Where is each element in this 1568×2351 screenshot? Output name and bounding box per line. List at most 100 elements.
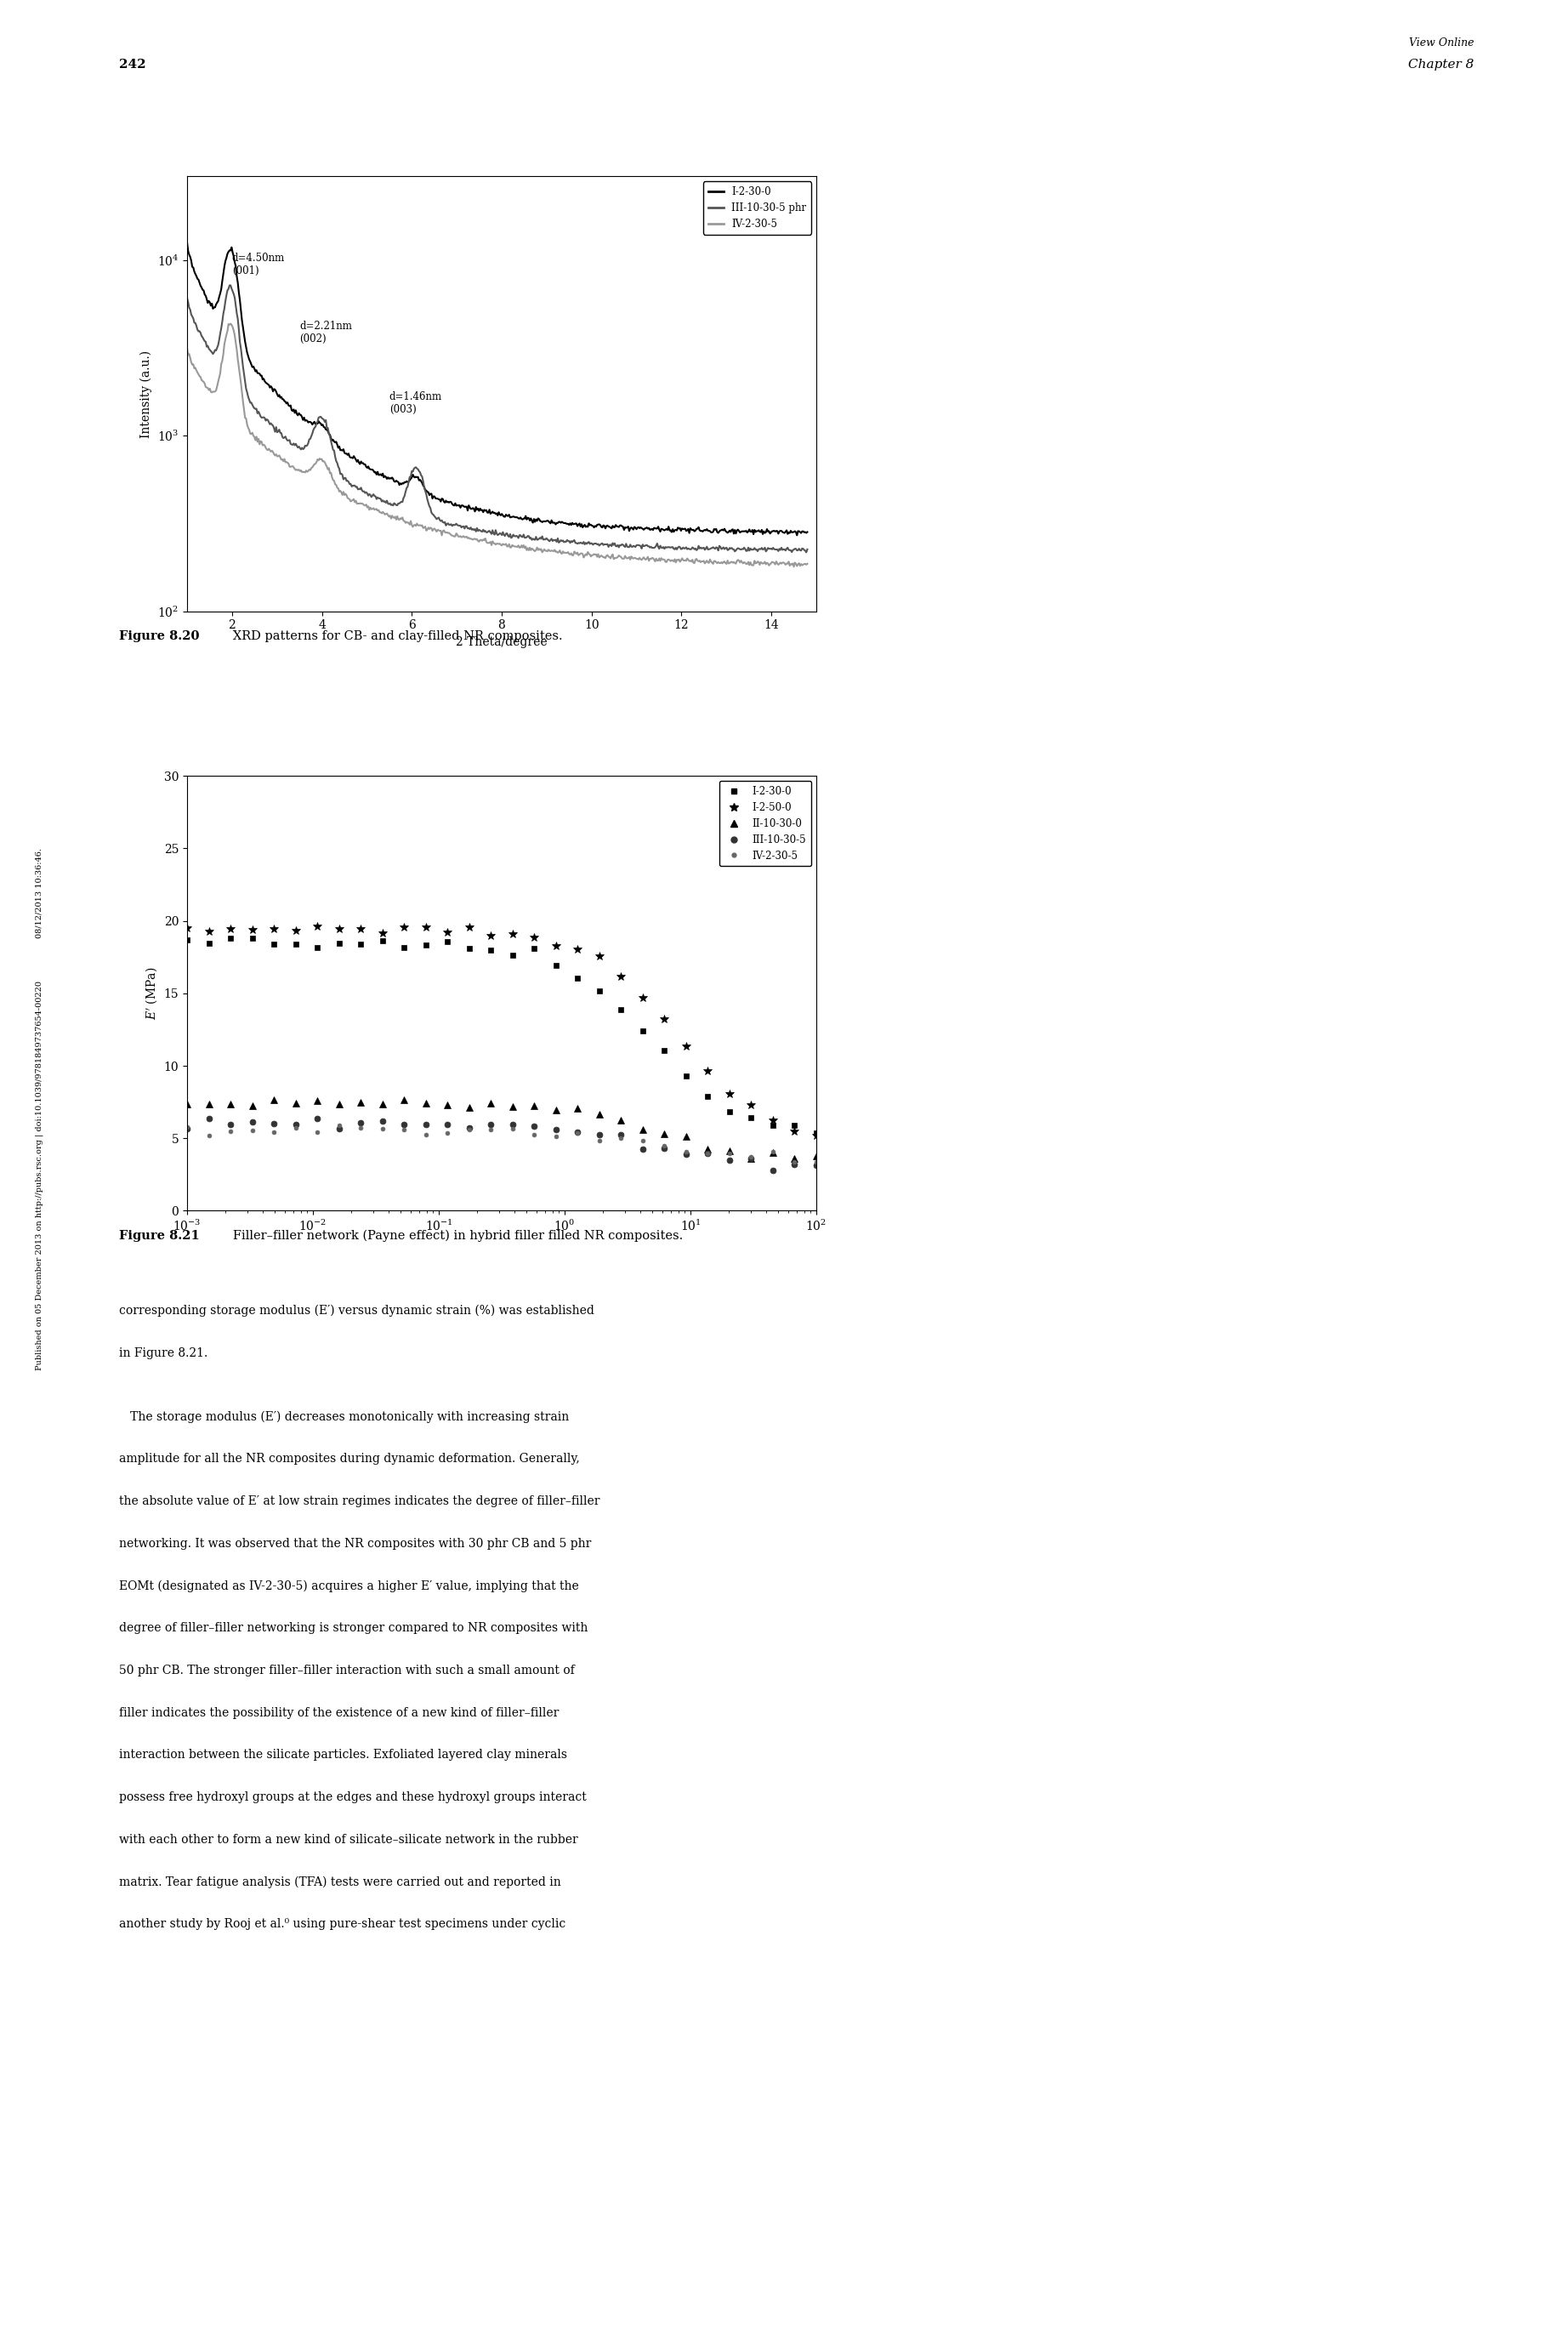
Line: III-10-30-5 phr: III-10-30-5 phr [187, 284, 808, 552]
III-10-30-5 [329, 1114, 348, 1143]
I-2-30-0 [199, 929, 218, 957]
II-10-30-0 [481, 1089, 500, 1117]
III-10-30-5 [437, 1110, 456, 1138]
IV-2-30-5 [655, 1131, 674, 1159]
III-10-30-5 [373, 1107, 392, 1136]
IV-2-30-5 [417, 1119, 436, 1147]
I-2-50-0 [265, 915, 284, 943]
II-10-30-0 [786, 1145, 804, 1173]
I-2-50-0 [764, 1105, 782, 1133]
III-10-30-5 [764, 1157, 782, 1185]
III-10-30-5 [243, 1107, 262, 1136]
II-10-30-0 [547, 1096, 566, 1124]
II-10-30-0 [590, 1100, 608, 1128]
IV-2-30-5 [544, 536, 563, 564]
II-10-30-0 [720, 1136, 739, 1164]
I-2-50-0 [503, 919, 522, 947]
I-2-30-0 [525, 933, 544, 962]
IV-2-30-5 [798, 550, 817, 578]
Text: Chapter 8: Chapter 8 [1408, 59, 1474, 71]
IV-2-30-5 [285, 1114, 304, 1143]
I-2-50-0 [373, 919, 392, 947]
Text: The storage modulus (E′) decreases monotonically with increasing strain: The storage modulus (E′) decreases monot… [119, 1411, 569, 1422]
Line: I-2-50-0: I-2-50-0 [183, 922, 820, 1140]
I-2-30-0 [787, 522, 806, 550]
II-10-30-0 [437, 1091, 456, 1119]
III-10-30-5 [459, 1114, 478, 1143]
IV-2-30-5 [808, 1147, 826, 1176]
III-10-30-5 phr [593, 529, 612, 557]
I-2-30-0 [698, 1081, 717, 1110]
Text: with each other to form a new kind of silicate–silicate network in the rubber: with each other to form a new kind of si… [119, 1834, 579, 1846]
II-10-30-0 [395, 1086, 414, 1114]
II-10-30-0 [265, 1086, 284, 1114]
III-10-30-5 phr [797, 538, 815, 567]
Text: XRD patterns for CB- and clay-filled NR composites.: XRD patterns for CB- and clay-filled NR … [221, 630, 563, 642]
IV-2-30-5 [221, 310, 240, 339]
IV-2-30-5 [199, 1121, 218, 1150]
I-2-50-0 [633, 983, 652, 1011]
Text: the absolute value of E′ at low strain regimes indicates the degree of filler–fi: the absolute value of E′ at low strain r… [119, 1495, 601, 1507]
Legend: I-2-30-0, III-10-30-5 phr, IV-2-30-5: I-2-30-0, III-10-30-5 phr, IV-2-30-5 [702, 181, 811, 235]
IV-2-30-5 [307, 1119, 326, 1147]
III-10-30-5 phr [221, 270, 240, 299]
III-10-30-5 [547, 1114, 566, 1143]
I-2-30-0 [177, 926, 196, 955]
IV-2-30-5 [177, 1112, 196, 1140]
I-2-30-0 [808, 1119, 826, 1147]
Text: degree of filler–filler networking is stronger compared to NR composites with: degree of filler–filler networking is st… [119, 1622, 588, 1634]
III-10-30-5 [503, 1110, 522, 1138]
III-10-30-5 phr [798, 536, 817, 564]
III-10-30-5 [677, 1140, 696, 1168]
I-2-30-0 [547, 952, 566, 980]
IV-2-30-5 [590, 1126, 608, 1154]
III-10-30-5 [525, 1112, 544, 1140]
IV-2-30-5 [243, 1117, 262, 1145]
I-2-50-0 [808, 1121, 826, 1150]
III-10-30-5 phr [339, 468, 358, 496]
I-2-50-0 [590, 943, 608, 971]
I-2-50-0 [481, 922, 500, 950]
IV-2-30-5 [786, 1147, 804, 1176]
Text: filler indicates the possibility of the existence of a new kind of filler–filler: filler indicates the possibility of the … [119, 1707, 558, 1719]
III-10-30-5 [221, 1110, 240, 1138]
I-2-30-0 [568, 964, 586, 992]
III-10-30-5 phr [459, 515, 478, 543]
Text: d=2.21nm
(002): d=2.21nm (002) [299, 322, 353, 346]
IV-2-30-5 [677, 1138, 696, 1166]
I-2-50-0 [417, 915, 436, 943]
I-2-50-0 [459, 912, 478, 940]
III-10-30-5 [633, 1136, 652, 1164]
III-10-30-5 [285, 1110, 304, 1138]
I-2-50-0 [177, 915, 196, 943]
Text: possess free hydroxyl groups at the edges and these hydroxyl groups interact: possess free hydroxyl groups at the edge… [119, 1791, 586, 1803]
IV-2-30-5 [289, 456, 307, 484]
I-2-50-0 [568, 936, 586, 964]
I-2-30-0 [481, 936, 500, 964]
I-2-50-0 [395, 912, 414, 940]
I-2-30-0 [591, 513, 610, 541]
I-2-30-0 [798, 517, 817, 545]
IV-2-30-5 [503, 1114, 522, 1143]
III-10-30-5 [351, 1110, 370, 1138]
Text: 08/12/2013 10:36:46.: 08/12/2013 10:36:46. [36, 849, 42, 938]
III-10-30-5 [177, 1114, 196, 1143]
III-10-30-5 [786, 1150, 804, 1178]
Text: d=4.50nm
(001): d=4.50nm (001) [232, 254, 285, 277]
X-axis label: 2 Theta/degree: 2 Theta/degree [456, 637, 547, 649]
IV-2-30-5 [742, 1143, 760, 1171]
IV-2-30-5 [612, 1124, 630, 1152]
I-2-30-0 [177, 228, 196, 256]
Text: d=1.46nm
(003): d=1.46nm (003) [389, 390, 442, 414]
IV-2-30-5 [481, 1117, 500, 1145]
IV-2-30-5 [459, 524, 478, 552]
II-10-30-0 [503, 1093, 522, 1121]
II-10-30-0 [329, 1091, 348, 1119]
Line: III-10-30-5: III-10-30-5 [183, 1117, 818, 1173]
III-10-30-5 [720, 1147, 739, 1176]
IV-2-30-5 [265, 1119, 284, 1147]
I-2-30-0 [612, 997, 630, 1025]
Y-axis label: $E'$ (MPa): $E'$ (MPa) [144, 966, 158, 1020]
Text: networking. It was observed that the NR composites with 30 phr CB and 5 phr: networking. It was observed that the NR … [119, 1538, 591, 1549]
Text: Published on 05 December 2013 on http://pubs.rsc.org | doi:10.1039/9781849737654: Published on 05 December 2013 on http://… [34, 980, 44, 1371]
